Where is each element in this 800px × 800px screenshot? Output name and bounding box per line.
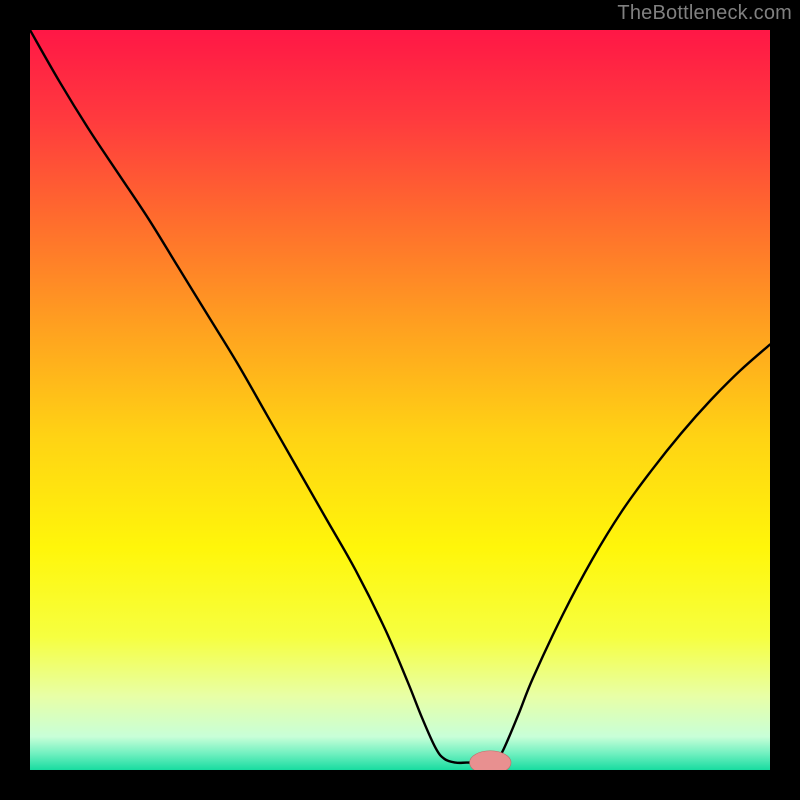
plot-svg — [30, 30, 770, 770]
watermark-text: TheBottleneck.com — [617, 2, 792, 25]
gradient-background — [30, 30, 770, 770]
plot-area — [30, 30, 770, 770]
chart-frame: TheBottleneck.com — [0, 0, 800, 800]
